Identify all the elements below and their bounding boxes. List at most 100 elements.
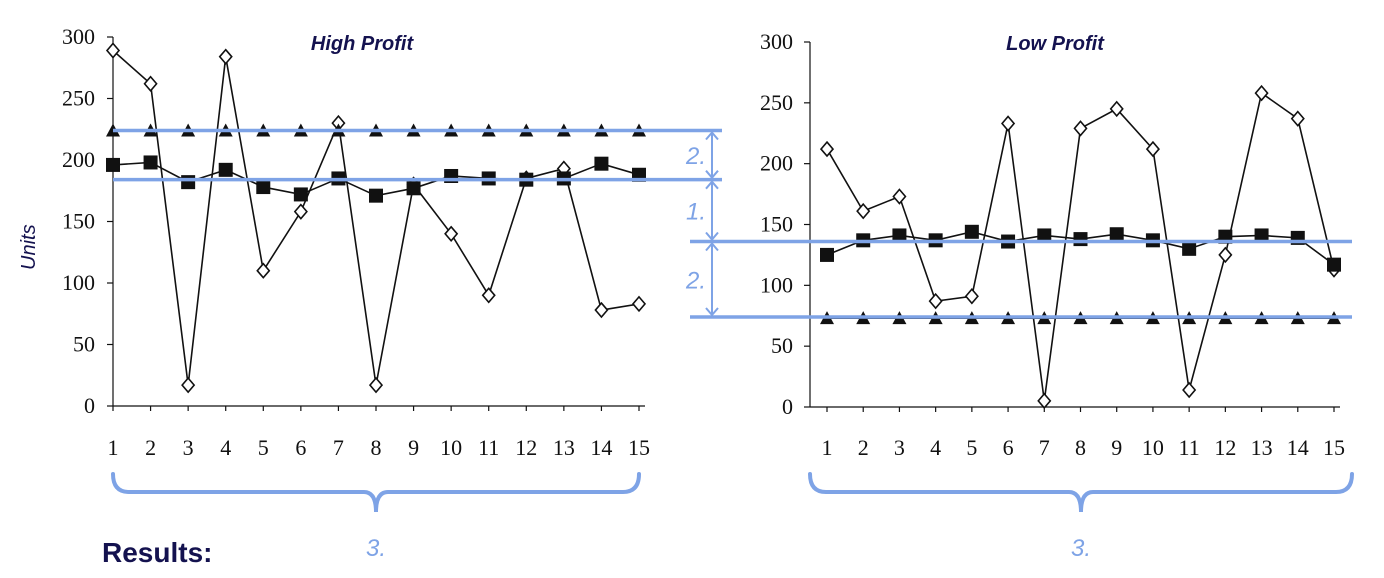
x-tick-label: 6 — [1003, 435, 1014, 460]
y-tick-label: 250 — [62, 86, 95, 111]
diamond-point — [819, 140, 835, 158]
x-tick-label: 15 — [1323, 435, 1345, 460]
x-tick-label: 14 — [1287, 435, 1309, 460]
diamond-point — [481, 287, 496, 304]
x-tick-label: 9 — [408, 435, 419, 460]
square-point — [143, 155, 158, 170]
series-diamond-open — [819, 84, 1342, 410]
diamond-point — [444, 225, 459, 243]
x-tick-label: 3 — [183, 435, 194, 460]
bracket-left — [111, 472, 641, 513]
bracket-right — [808, 472, 1354, 513]
arrow-band-a-head-bottom — [705, 170, 719, 180]
series-line-diamond-open — [112, 49, 640, 386]
square-point — [964, 224, 979, 239]
x-tick-label: 7 — [333, 435, 344, 460]
diamond-point — [1254, 84, 1269, 102]
x-tick-label: 14 — [590, 435, 612, 460]
diamond-point — [631, 295, 647, 313]
x-tick-label: 8 — [371, 435, 382, 460]
y-tick-label: 100 — [62, 270, 95, 295]
square-point — [406, 181, 421, 196]
diamond-point — [892, 188, 907, 205]
arrow-band-b-head-top — [705, 180, 719, 190]
square-point — [1037, 228, 1052, 243]
annotation-band-c: 2. — [685, 267, 706, 294]
square-point — [892, 228, 907, 243]
annotation-band-a: 2. — [685, 143, 706, 170]
x-tick-label: 7 — [1039, 435, 1050, 460]
square-point — [1254, 228, 1269, 243]
diamond-point — [964, 288, 979, 305]
y-tick-label: 200 — [62, 147, 95, 172]
y-axis-label: Units — [18, 224, 40, 270]
diamond-point — [293, 203, 308, 220]
x-tick-label: 15 — [628, 435, 650, 460]
x-tick-label: 4 — [930, 435, 941, 460]
arrow-band-a-head-top — [705, 130, 719, 141]
y-tick-label: 50 — [73, 332, 95, 357]
square-point — [594, 156, 609, 171]
diamond-point — [1218, 246, 1233, 264]
chart-title: High Profit — [311, 33, 415, 55]
x-tick-label: 5 — [258, 435, 269, 460]
chart-title: Low Profit — [1006, 33, 1105, 55]
square-point — [293, 187, 308, 202]
square-point — [820, 247, 834, 262]
x-tick-label: 11 — [1179, 435, 1200, 460]
diamond-point — [1145, 140, 1160, 158]
x-tick-label: 3 — [894, 435, 905, 460]
y-tick-label: 150 — [760, 212, 793, 237]
x-tick-label: 8 — [1075, 435, 1086, 460]
square-point — [1327, 257, 1341, 272]
y-tick-label: 300 — [760, 29, 793, 54]
y-tick-label: 50 — [771, 333, 793, 358]
y-tick-label: 200 — [760, 151, 793, 176]
diamond-point — [1109, 100, 1124, 118]
x-tick-label: 9 — [1111, 435, 1122, 460]
diamond-point — [856, 202, 871, 220]
diamond-point — [1290, 110, 1305, 127]
y-tick-label: 0 — [84, 393, 95, 418]
y-tick-label: 150 — [62, 209, 95, 234]
square-point — [256, 180, 271, 195]
x-tick-label: 6 — [295, 435, 306, 460]
square-point — [218, 162, 233, 177]
x-tick-label: 2 — [145, 435, 156, 460]
x-tick-label: 4 — [220, 435, 231, 460]
annotation-band-b: 1. — [686, 199, 706, 226]
diamond-point — [1182, 381, 1197, 399]
x-tick-label: 1 — [822, 435, 833, 460]
annotation-bracket-right: 3. — [1071, 535, 1091, 562]
chart-high-profit: High Profit 0 50 100 150 200 250 300 1 2 3 4 5 6 7 8 9 10… — [62, 24, 650, 460]
results-label: Results: — [102, 537, 212, 568]
arrow-band-c-head-top — [705, 241, 719, 252]
annotation-layer: 2. 1. 2. 3. 3. — [111, 128, 1354, 562]
x-tick-label: 5 — [966, 435, 977, 460]
square-point — [1182, 241, 1197, 256]
diamond-point — [256, 262, 271, 279]
diamond-point — [368, 376, 384, 394]
y-tick-label: 300 — [62, 24, 95, 49]
diamond-point — [143, 75, 158, 92]
square-point — [106, 157, 120, 172]
series-line-diamond-open — [826, 91, 1335, 402]
square-point — [1073, 232, 1088, 247]
y-tick-label: 0 — [782, 394, 793, 419]
x-tick-label: 1 — [108, 435, 119, 460]
square-point — [1109, 227, 1124, 242]
square-point — [181, 175, 196, 190]
diamond-point — [928, 292, 943, 310]
diamond-point — [1037, 392, 1052, 410]
x-tick-label: 10 — [440, 435, 462, 460]
arrow-band-b-head-bottom — [705, 231, 719, 242]
arrow-band-c-head-bottom — [705, 307, 719, 317]
series-diamond-open — [105, 42, 647, 394]
series-square — [820, 224, 1341, 272]
diamond-point — [1001, 115, 1016, 132]
x-tick-label: 10 — [1142, 435, 1164, 460]
diamond-point — [1073, 120, 1088, 137]
diamond-point — [218, 48, 233, 65]
